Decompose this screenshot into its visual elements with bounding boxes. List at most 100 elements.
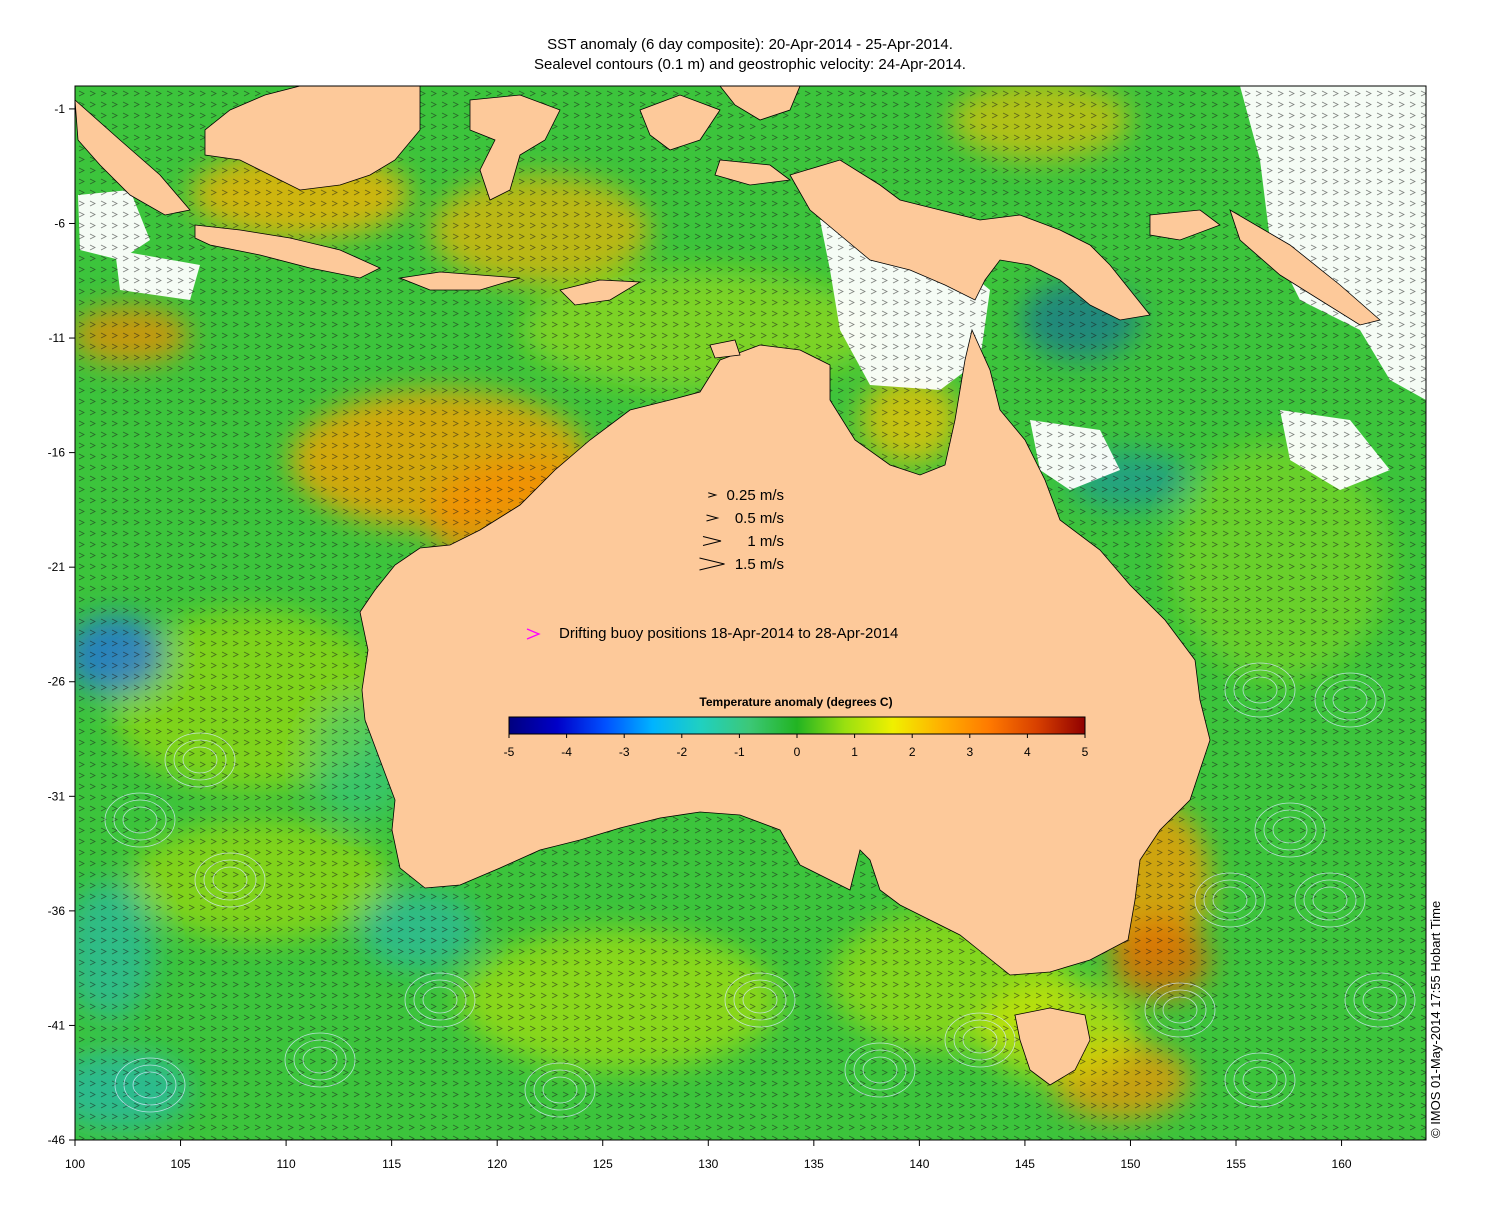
sealevel-contour: [302, 1046, 338, 1074]
land-solomon-islands: [1229, 209, 1381, 326]
map-plot-area: [75, 86, 1426, 1140]
sealevel-contour: [1294, 872, 1366, 928]
land-sumatra: [75, 99, 191, 216]
sealevel-contour: [194, 852, 266, 908]
colorbar-tick-label: -4: [561, 745, 572, 759]
sealevel-contour: [1224, 1052, 1296, 1108]
lat-tick-label: -36: [48, 904, 66, 918]
colorbar-tick-label: 5: [1082, 745, 1089, 759]
sealevel-contour: [542, 1076, 578, 1104]
lon-tick-label: 125: [593, 1157, 613, 1171]
sealevel-contour: [1242, 676, 1278, 704]
land-new-guinea: [789, 159, 1151, 321]
colorbar-tick-label: -2: [676, 745, 687, 759]
sealevel-contour: [844, 1042, 916, 1098]
sealevel-contour: [953, 1019, 1007, 1061]
sealevel-contour: [1303, 879, 1357, 921]
lon-tick-label: 160: [1332, 1157, 1352, 1171]
lon-tick-label: 150: [1120, 1157, 1140, 1171]
buoy-marker-icon: [526, 628, 541, 640]
velocity-arrow-icon: [699, 557, 725, 571]
lon-tick-label: 115: [382, 1157, 401, 1171]
sealevel-contour: [1312, 886, 1348, 914]
velocity-legend-label: 0.5 m/s: [735, 510, 784, 527]
sealevel-contour: [724, 972, 796, 1028]
sealevel-contour: [284, 1032, 356, 1088]
sealevel-contour: [1224, 662, 1296, 718]
land-sumbawa-flores: [398, 271, 521, 291]
velocity-arrow-icon: [708, 492, 718, 498]
colorbar-tick-label: 3: [966, 745, 973, 759]
lat-tick-label: -31: [48, 789, 66, 803]
colorbar-tick-label: -5: [504, 745, 515, 759]
colorbar-bar: [508, 716, 1086, 735]
sealevel-contour: [1353, 979, 1407, 1021]
sealevel-contour: [1194, 872, 1266, 928]
sealevel-contour: [123, 1064, 177, 1106]
sealevel-contour: [113, 799, 167, 841]
land-philippines-south: [719, 86, 801, 121]
colorbar-tick-label: 0: [794, 745, 801, 759]
sealevel-contour: [1162, 996, 1198, 1024]
sealevel-contour: [1263, 809, 1317, 851]
sealevel-contour: [862, 1056, 898, 1084]
land-halmahera-moluccas: [639, 94, 721, 151]
lat-tick-label: -1: [54, 102, 65, 116]
colorbar-tick-label: -1: [734, 745, 745, 759]
colorbar-tick-label: 1: [851, 745, 858, 759]
sealevel-contour: [182, 746, 218, 774]
land-java: [194, 224, 381, 279]
sealevel-contour: [1242, 1066, 1278, 1094]
lon-tick-label: 120: [487, 1157, 507, 1171]
velocity-arrow-icon: [706, 514, 720, 522]
colorbar-tick-label: 2: [909, 745, 916, 759]
sealevel-contour: [114, 1057, 186, 1113]
sealevel-contour: [203, 859, 257, 901]
sealevel-contour: [962, 1026, 998, 1054]
sealevel-contour: [733, 979, 787, 1021]
sealevel-contour: [1212, 886, 1248, 914]
lat-tick-label: -6: [54, 216, 65, 230]
sealevel-contour: [1272, 816, 1308, 844]
sealevel-contours: [104, 662, 1416, 1118]
colorbar: Temperature anomaly (degrees C) -5 -4 -3 -2…: [504, 695, 1089, 759]
lon-tick-label: 100: [65, 1157, 85, 1171]
sealevel-contour: [1203, 879, 1257, 921]
sealevel-contour: [173, 739, 227, 781]
buoy-legend-label: Drifting buoy positions 18-Apr-2014 to 2…: [559, 625, 898, 642]
lat-tick-label: -46: [48, 1133, 66, 1147]
sealevel-contour: [122, 806, 158, 834]
map-title-line1: SST anomaly (6 day composite): 20-Apr-20…: [547, 36, 953, 53]
buoy-legend: Drifting buoy positions 18-Apr-2014 to 2…: [526, 625, 898, 642]
colorbar-tick-label: 4: [1024, 745, 1031, 759]
lon-tick-label: 145: [1015, 1157, 1035, 1171]
sealevel-contour: [132, 1071, 168, 1099]
sealevel-contour: [413, 979, 467, 1021]
sealevel-contour: [422, 986, 458, 1014]
sealevel-contour: [1233, 1059, 1287, 1101]
velocity-legend-label: 0.25 m/s: [726, 487, 784, 504]
latitude-axis: -1 -6 -11 -16 -21 -26 -31 -36 -41 -46: [48, 102, 75, 1147]
sealevel-contour: [944, 1012, 1016, 1068]
map-title-line2: Sealevel contours (0.1 m) and geostrophi…: [534, 56, 966, 73]
land-borneo: [204, 86, 421, 191]
lat-tick-label: -41: [48, 1018, 66, 1032]
sealevel-contour: [1314, 672, 1386, 728]
sealevel-contour: [742, 986, 778, 1014]
sealevel-contour: [533, 1069, 587, 1111]
sealevel-contour: [1332, 686, 1368, 714]
lat-tick-label: -21: [48, 560, 66, 574]
sealevel-contour: [853, 1049, 907, 1091]
sealevel-contour: [1144, 982, 1216, 1038]
velocity-legend: 0.25 m/s 0.5 m/s 1 m/s 1.5 m/s: [699, 487, 784, 573]
land-tasmania: [1014, 1007, 1091, 1086]
sealevel-contour: [1362, 986, 1398, 1014]
lat-tick-label: -11: [49, 331, 66, 345]
sealevel-contour: [524, 1062, 596, 1118]
lon-tick-label: 135: [804, 1157, 824, 1171]
land-australia: [359, 328, 1211, 976]
land-seram: [714, 159, 792, 186]
sealevel-contour: [1254, 802, 1326, 858]
land-timor: [559, 279, 642, 306]
